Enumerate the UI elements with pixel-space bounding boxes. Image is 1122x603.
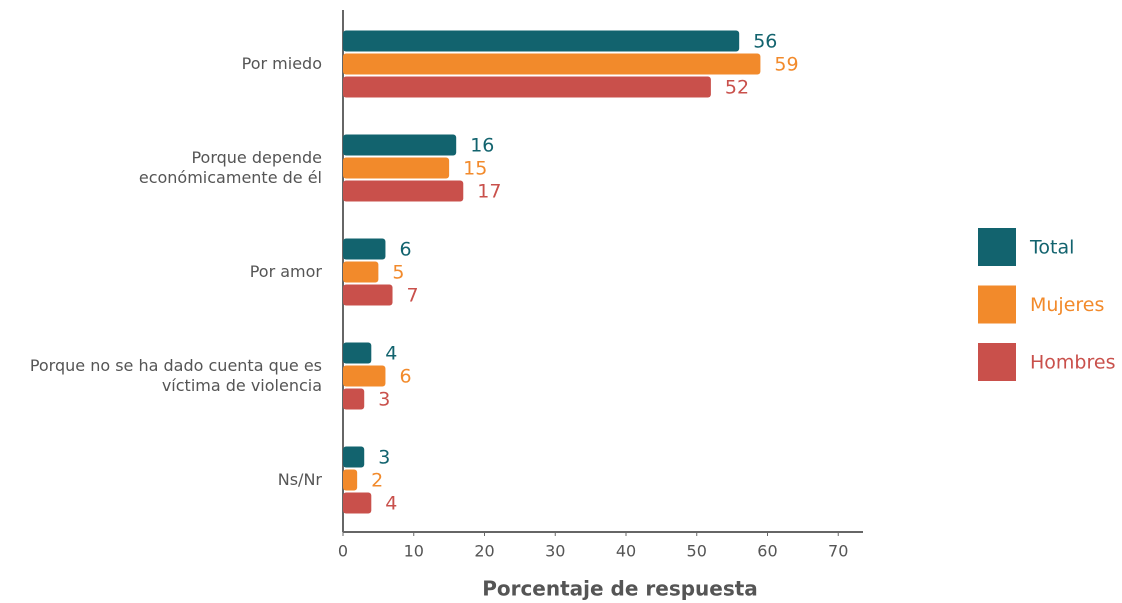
bar [343, 238, 386, 260]
value-label: 3 [378, 389, 390, 411]
legend-swatch [978, 343, 1016, 381]
x-tick-label: 30 [545, 542, 565, 561]
bar [343, 30, 740, 52]
category-label: Porque depende económicamente de él [138, 148, 322, 187]
bar [343, 492, 372, 514]
value-label: 5 [392, 262, 404, 284]
legend-label: Mujeres [1030, 294, 1104, 316]
value-label: 6 [399, 366, 411, 388]
bar [343, 446, 365, 468]
value-label: 59 [774, 54, 798, 76]
value-label: 4 [385, 343, 397, 365]
value-label: 4 [385, 493, 397, 515]
value-label: 7 [407, 285, 419, 307]
x-tick-label: 60 [757, 542, 777, 561]
bar [343, 134, 457, 156]
bar [343, 388, 365, 410]
value-label: 15 [463, 158, 487, 180]
bar [343, 53, 761, 75]
value-label: 2 [371, 470, 383, 492]
legend-label: Total [1029, 237, 1074, 259]
x-tick-label: 40 [616, 542, 636, 561]
legend-swatch [978, 228, 1016, 266]
bar [343, 157, 450, 179]
bar [343, 365, 386, 387]
value-label: 3 [378, 447, 390, 469]
x-tick-label: 50 [687, 542, 707, 561]
value-label: 6 [399, 239, 411, 261]
value-label: 52 [725, 77, 749, 99]
bar [343, 284, 393, 306]
x-tick-label: 70 [828, 542, 848, 561]
category-label: Por miedo [241, 54, 322, 73]
x-axis-title: Porcentaje de respuesta [482, 577, 758, 601]
category-label: Por amor [249, 262, 322, 281]
value-label: 16 [470, 135, 494, 157]
bar [343, 76, 711, 98]
bar [343, 180, 464, 202]
category-label: Ns/Nr [277, 470, 322, 489]
bar [343, 261, 379, 283]
x-tick-label: 0 [338, 542, 348, 561]
bar [343, 469, 358, 491]
legend-label: Hombres [1030, 352, 1115, 374]
category-label: Porque no se ha dado cuenta que es vícti… [29, 356, 322, 395]
bar [343, 342, 372, 364]
x-tick-label: 20 [474, 542, 494, 561]
value-label: 56 [753, 31, 777, 53]
legend-swatch [978, 285, 1016, 324]
value-label: 17 [477, 181, 501, 203]
x-tick-label: 10 [404, 542, 424, 561]
